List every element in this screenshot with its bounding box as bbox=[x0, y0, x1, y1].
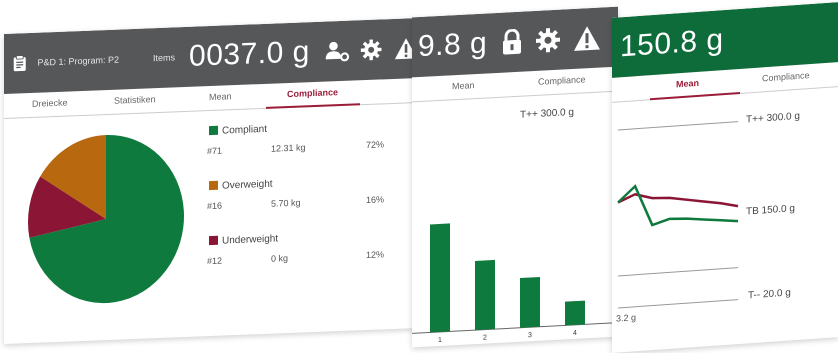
weight-display: 150.8 g bbox=[620, 23, 724, 64]
warning-icon[interactable] bbox=[573, 24, 601, 51]
active-tab-indicator bbox=[650, 91, 740, 101]
panel2-header: 9.8 g bbox=[412, 6, 618, 78]
trend-series-2 bbox=[617, 184, 739, 227]
underweight-weight: 0 kg bbox=[271, 253, 289, 264]
tab-compliance[interactable]: Compliance bbox=[287, 87, 339, 100]
legend-label: Overweight bbox=[222, 178, 273, 192]
trend-line-chart bbox=[617, 184, 739, 227]
bar-tick-label: 3 bbox=[528, 332, 532, 339]
weight-display: 9.8 g bbox=[418, 26, 488, 64]
legend-underweight: Underweight bbox=[209, 233, 278, 247]
compliant-weight: 12.31 kg bbox=[271, 142, 306, 154]
pie-slice-overweight bbox=[40, 135, 106, 220]
legend-compliant: Compliant bbox=[209, 124, 267, 137]
histogram-panel: 9.8 g Mean C bbox=[412, 6, 618, 348]
weight-display: 0037.0 g bbox=[189, 35, 310, 73]
tab-statistiken[interactable]: Statistiken bbox=[114, 94, 156, 106]
histogram-bar-chart: 1 2 3 4 bbox=[412, 223, 618, 344]
items-label: Items bbox=[153, 52, 176, 64]
compliance-panel: P&D 1: Program: P2 Items 0037.0 g bbox=[4, 18, 418, 344]
pie-slice-compliant bbox=[29, 135, 184, 304]
lower-limit-line bbox=[618, 267, 738, 277]
compliant-percent: 72% bbox=[366, 139, 385, 151]
tab-mean[interactable]: Mean bbox=[452, 80, 475, 92]
program-label: P&D 1: Program: P2 bbox=[37, 54, 120, 68]
active-tab-indicator bbox=[266, 103, 360, 109]
warning-icon[interactable] bbox=[394, 35, 418, 62]
bar-tick-label: 2 bbox=[483, 334, 487, 341]
legend-overweight: Overweight bbox=[209, 179, 273, 192]
corner-value-label: 3.2 g bbox=[616, 312, 637, 324]
gear-icon[interactable] bbox=[360, 36, 382, 63]
bar-2 bbox=[475, 259, 495, 331]
compliant-count: #71 bbox=[207, 145, 223, 157]
bar-4 bbox=[565, 300, 585, 326]
overweight-percent: 16% bbox=[366, 194, 385, 206]
compliant-swatch bbox=[209, 125, 218, 136]
bar-tick-label: 4 bbox=[573, 330, 577, 337]
underweight-percent: 12% bbox=[366, 249, 385, 261]
lower-limit-line-2 bbox=[618, 299, 738, 309]
tab-compliance[interactable]: Compliance bbox=[762, 70, 810, 84]
panel1-header: P&D 1: Program: P2 Items 0037.0 g bbox=[4, 18, 418, 94]
compliance-pie-chart bbox=[28, 135, 184, 304]
tab-dreiecke[interactable]: Dreiecke bbox=[32, 97, 68, 109]
lock-icon[interactable] bbox=[501, 28, 523, 56]
clipboard-icon[interactable] bbox=[12, 53, 27, 74]
gear-icon[interactable] bbox=[535, 27, 561, 54]
pie-slice-underweight bbox=[28, 176, 106, 238]
underweight-count: #12 bbox=[207, 255, 223, 267]
user-settings-icon[interactable] bbox=[324, 38, 350, 65]
bar-3 bbox=[520, 277, 540, 328]
overweight-count: #16 bbox=[207, 200, 223, 212]
tab-mean[interactable]: Mean bbox=[209, 91, 232, 103]
tab-mean[interactable]: Mean bbox=[676, 77, 700, 90]
bar-tick-label: 1 bbox=[438, 337, 442, 344]
upper-limit-label: T++ 300.0 g bbox=[746, 110, 800, 126]
trend-panel: 150.8 g Mean Compliance T++ 300.0 g TB 1… bbox=[612, 2, 838, 353]
underweight-swatch bbox=[209, 235, 218, 246]
upper-limit-label: T++ 300.0 g bbox=[520, 106, 574, 121]
tab-compliance[interactable]: Compliance bbox=[538, 74, 586, 87]
upper-limit-line bbox=[618, 121, 738, 131]
legend-label: Underweight bbox=[222, 233, 279, 247]
lower-limit-label: T-- 20.0 g bbox=[748, 287, 791, 302]
legend-label: Compliant bbox=[222, 123, 268, 137]
overweight-weight: 5.70 kg bbox=[271, 197, 301, 209]
overweight-swatch bbox=[209, 180, 218, 191]
bar-1 bbox=[430, 223, 450, 333]
